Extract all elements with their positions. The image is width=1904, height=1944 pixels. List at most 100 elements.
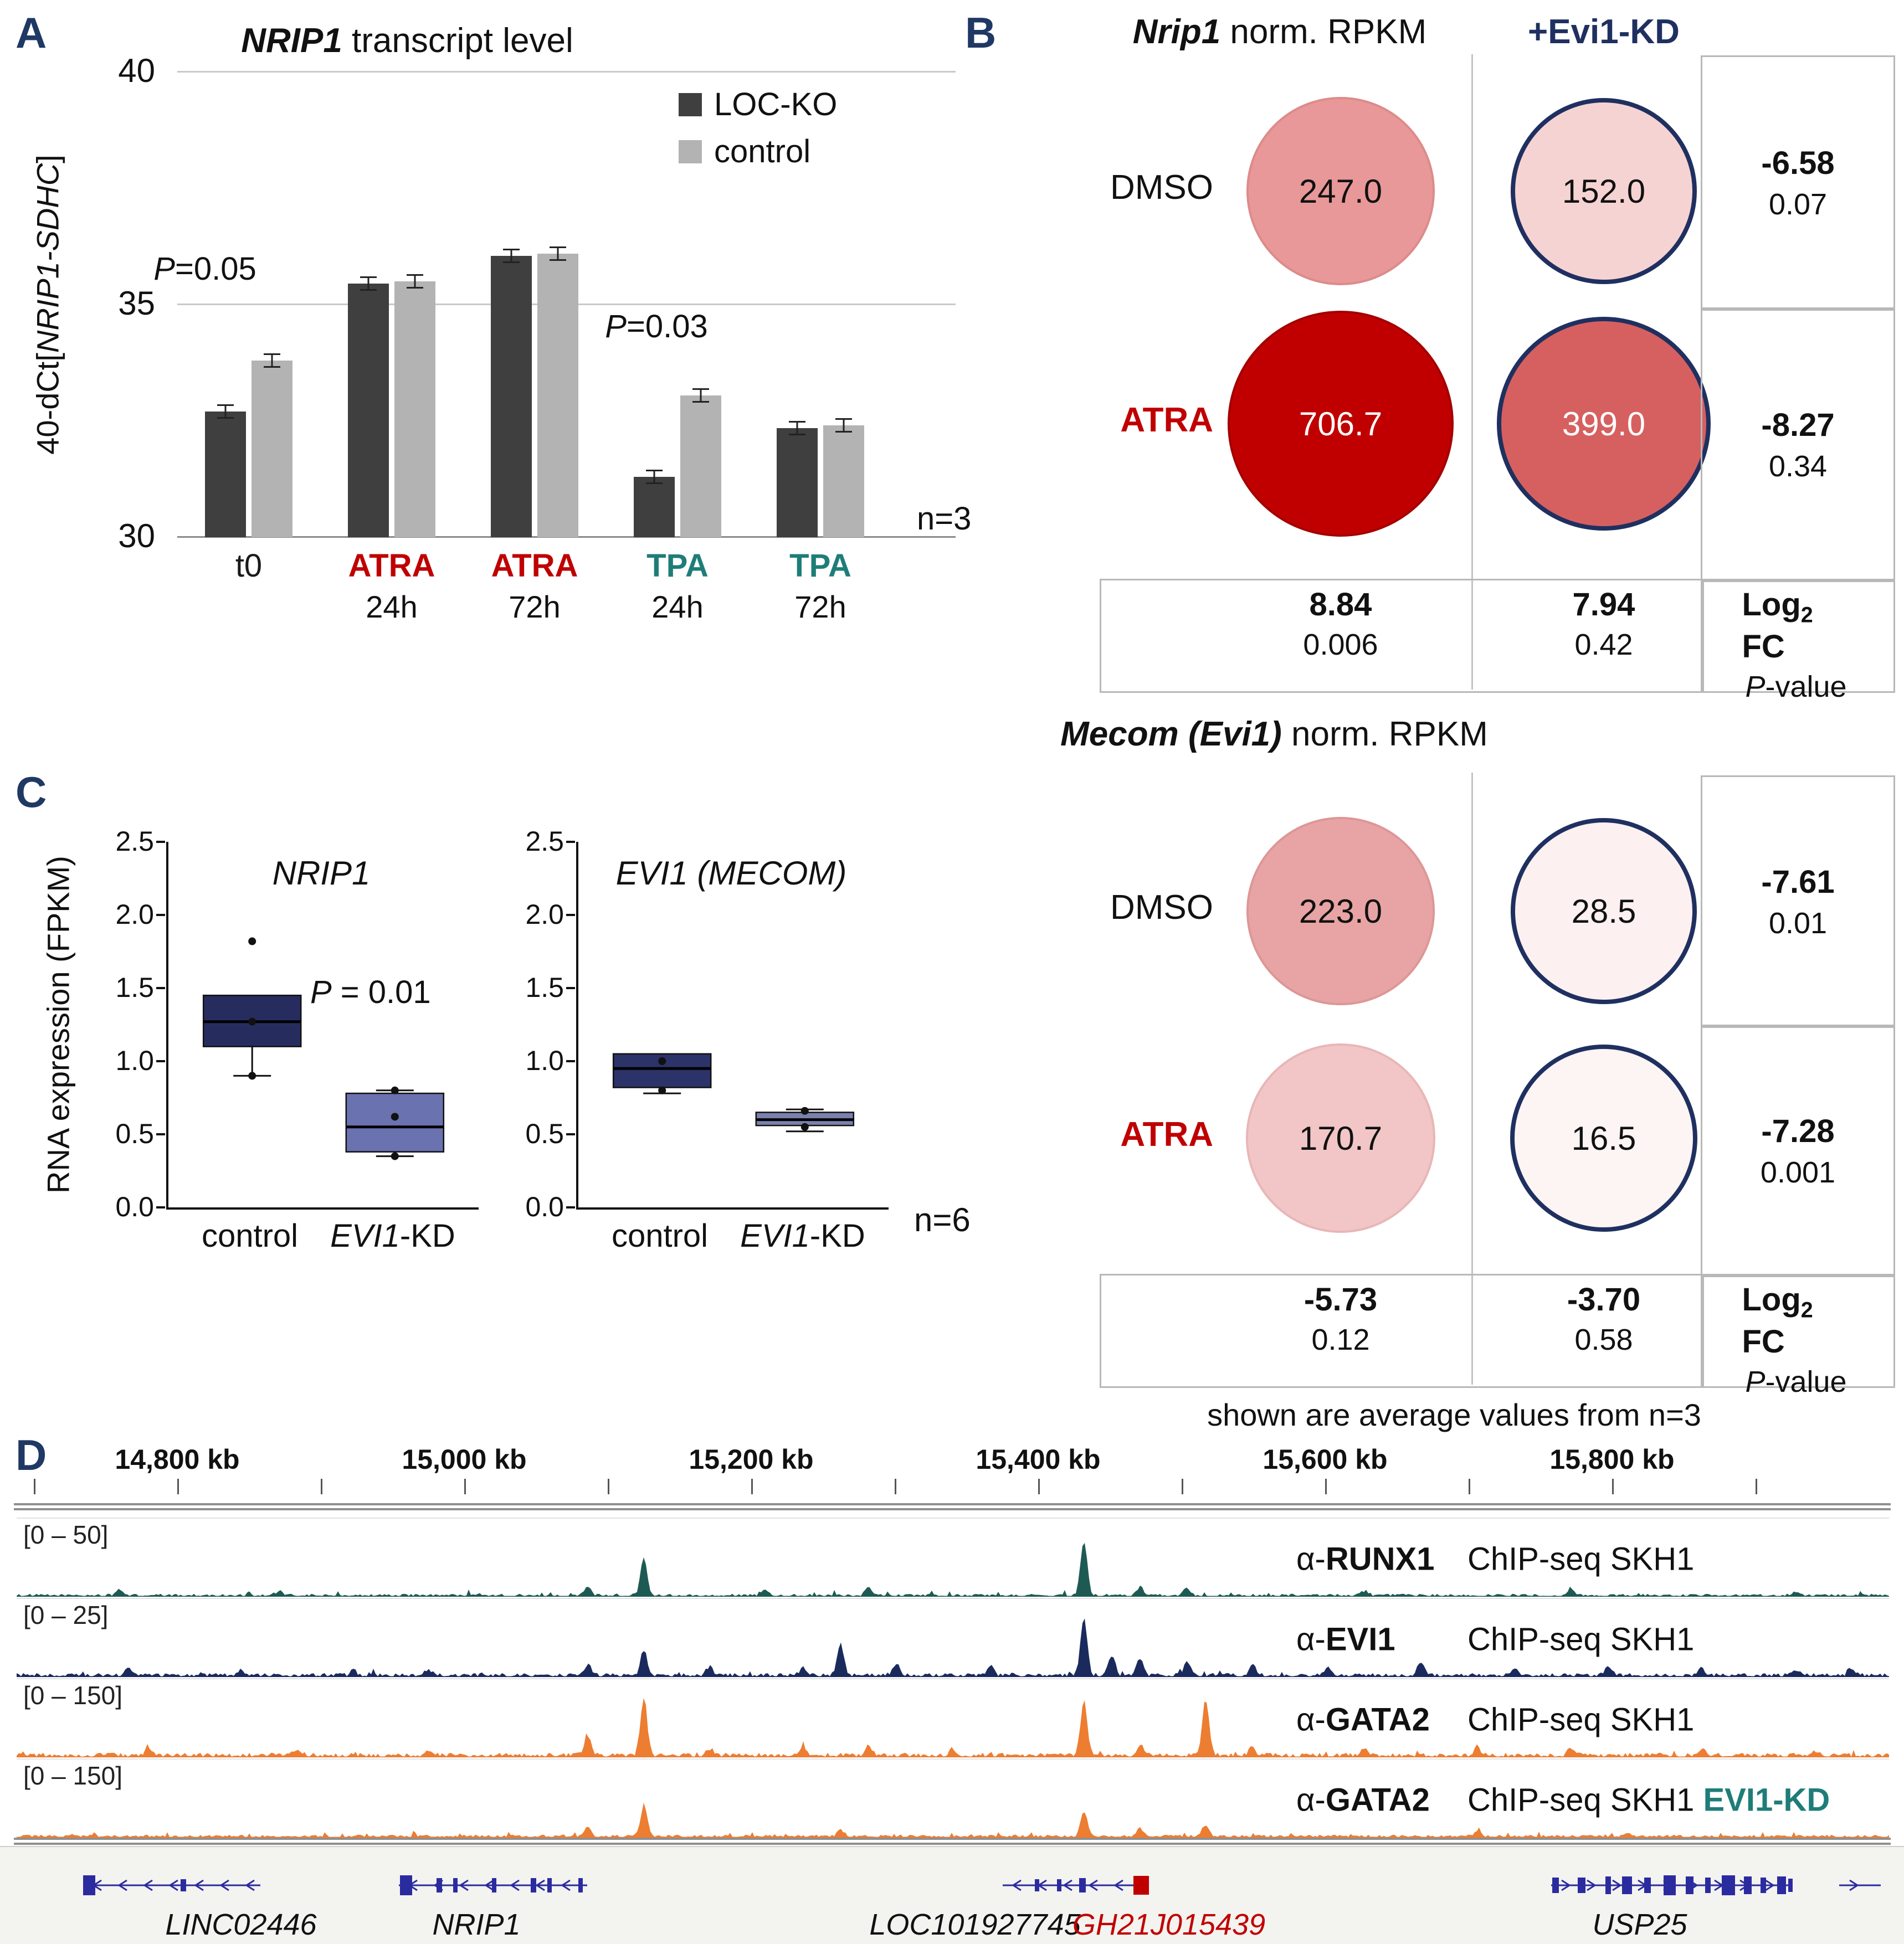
pvalue-annotation-t0: P=0.05 — [116, 250, 294, 287]
exon — [1057, 1879, 1061, 1891]
category-name: TPA — [789, 548, 851, 584]
pvalue-annotation-tpa: P=0.03 — [565, 308, 748, 345]
ruler-label: 15,400 kb — [976, 1444, 1101, 1475]
sample-size-label: n=6 — [914, 1201, 971, 1238]
category-name: ATRA — [348, 548, 435, 584]
ruler-label: 15,000 kb — [402, 1444, 527, 1475]
ruler-tick — [464, 1479, 466, 1494]
strand-arrow — [1561, 1879, 1571, 1891]
ruler-tick — [895, 1479, 896, 1494]
gene-label-nrip1: NRIP1 — [432, 1908, 521, 1941]
rpkm-bubble: 28.5 — [1511, 818, 1697, 1004]
rpkm-bubble: 247.0 — [1246, 97, 1435, 285]
label-rest: control — [201, 1218, 299, 1254]
track-signal-svg — [17, 1698, 1889, 1757]
y-tick-label: 1.5 — [525, 972, 564, 1003]
strand-arrow — [1063, 1879, 1072, 1891]
strand-arrow — [459, 1879, 469, 1891]
x-tick-label: EVI1-KD — [740, 1217, 865, 1254]
track-title-part: EVI1 — [1325, 1621, 1395, 1657]
category-time: 24h — [366, 589, 418, 624]
strand-arrow — [1587, 1879, 1597, 1891]
legend-swatch-control — [679, 140, 702, 163]
gridline-40 — [177, 71, 956, 73]
gene-models-svg — [83, 1875, 1881, 1895]
strand-arrow — [510, 1879, 520, 1891]
exon — [578, 1878, 583, 1892]
panel-a-title: NRIP1 transcript level — [183, 21, 632, 60]
exon — [83, 1875, 95, 1895]
category-label: TPA 24h — [606, 547, 749, 625]
category-label: ATRA 72h — [463, 547, 606, 625]
pvalue: 0.34 — [1768, 449, 1828, 483]
panel-b-letter: B — [965, 8, 997, 57]
row-label-dmso: DMSO — [1110, 168, 1213, 207]
separator-line — [14, 1503, 1891, 1510]
error-bar — [643, 470, 665, 484]
exon — [181, 1879, 186, 1891]
y-tick-mark — [156, 841, 165, 843]
boxplot-svg — [612, 1053, 855, 1133]
data-point — [800, 1107, 809, 1115]
label-italic: EVI1 — [740, 1218, 810, 1254]
error-bar — [500, 249, 522, 263]
error-bar — [833, 418, 855, 433]
strand-arrow — [1012, 1879, 1022, 1891]
exon — [1686, 1876, 1693, 1894]
rpkm-bubble: 16.5 — [1510, 1045, 1697, 1232]
p-rest: =0.03 — [626, 308, 708, 344]
enhancer-box — [1133, 1876, 1149, 1895]
boxplot-title-nrip1: NRIP1 — [272, 855, 371, 892]
y-tick-mark — [566, 1133, 575, 1135]
x-tick-label: control — [612, 1217, 708, 1254]
exon — [1035, 1879, 1039, 1891]
log2fc-legend: Log2 FC — [1742, 587, 1813, 665]
strand-arrow — [117, 1879, 127, 1891]
panel-c-y-axis-label: RNA expression (FPKM) — [40, 856, 76, 1194]
column-stats-band — [1100, 1274, 1704, 1388]
separator-line — [14, 1838, 1891, 1845]
track-range-label: [0 – 150] — [23, 1681, 123, 1710]
gene-name: Mecom (Evi1) — [1060, 715, 1282, 753]
pvalue-legend: P-value — [1745, 1365, 1847, 1398]
y-tick-mark — [566, 1206, 575, 1208]
strand-arrow — [484, 1879, 494, 1891]
log2fc-value: -8.27 — [1761, 407, 1835, 443]
column-stat: 7.94 0.42 — [1573, 586, 1635, 662]
exon — [1605, 1876, 1611, 1894]
track-range-label: [0 – 50] — [23, 1520, 109, 1549]
stats-legend-cell — [1701, 579, 1895, 693]
legend-label-control: control — [714, 133, 811, 169]
table-caption: shown are average values from n=3 — [1207, 1397, 1701, 1432]
label-rest: -KD — [399, 1218, 455, 1254]
ruler-tick — [1469, 1479, 1470, 1494]
title-rest: norm. RPKM — [1220, 13, 1427, 51]
category-name: ATRA — [491, 548, 578, 584]
pvalue: 0.07 — [1768, 188, 1828, 221]
y-tick-label: 0.5 — [115, 1118, 154, 1149]
column-stat: -3.70 0.58 — [1567, 1281, 1640, 1357]
row-label-dmso: DMSO — [1110, 888, 1213, 927]
column-stat: 8.84 0.006 — [1303, 586, 1378, 662]
stats-legend: Log2 FC P-value — [1742, 1281, 1850, 1399]
rpkm-bubble: 152.0 — [1511, 98, 1697, 284]
track-title-part: α- — [1296, 1621, 1326, 1657]
row-stats-cell: -7.28 0.001 — [1701, 1025, 1895, 1277]
sample-size-label: n=3 — [917, 501, 972, 537]
chipseq-track-evi1: [0 – 25] α-EVI1 ChIP-seq SKH1 — [17, 1598, 1889, 1679]
p-rest: =0.05 — [175, 251, 256, 287]
log2fc-value: -5.73 — [1303, 1282, 1378, 1318]
p-rest: = 0.01 — [331, 974, 431, 1010]
data-point — [658, 1086, 666, 1094]
bar-LOC-KO — [491, 249, 532, 537]
label-italic: EVI1 — [330, 1218, 400, 1254]
panel-c-letter: C — [16, 768, 47, 816]
row-stats-cell: -6.58 0.07 — [1701, 55, 1895, 311]
title-rest: transcript level — [342, 22, 573, 60]
y-tick-mark — [156, 987, 165, 989]
y-tick-label: 2.0 — [525, 899, 564, 930]
error-bar — [357, 276, 379, 291]
table1-title: Nrip1 norm. RPKM — [1075, 12, 1485, 52]
y-tick-mark — [156, 914, 165, 916]
